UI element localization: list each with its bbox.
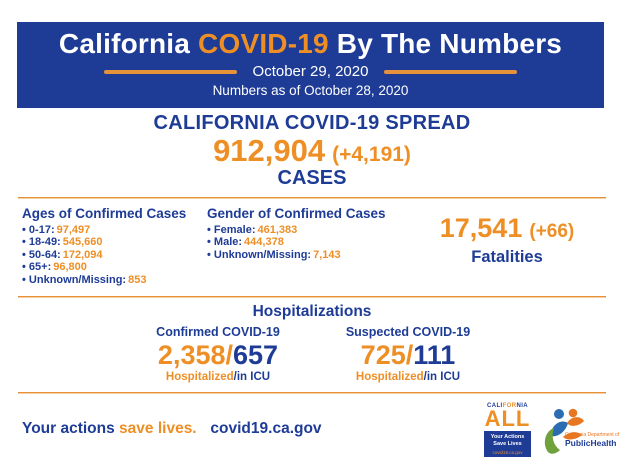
page-title: California COVID-19 By The Numbers bbox=[17, 28, 604, 60]
fatalities-total: 17,541 bbox=[439, 213, 523, 243]
all-wordmark: ALL bbox=[484, 406, 531, 431]
right-rule bbox=[384, 69, 518, 74]
stat-value: 172,094 bbox=[62, 248, 103, 261]
caption-hospitalized: Hospitalized bbox=[355, 371, 424, 384]
fatalities-line: 17,541 (+66) bbox=[408, 213, 606, 244]
hospitalized-count: 725 bbox=[360, 340, 406, 371]
gender-title: Gender of Confirmed Cases bbox=[207, 206, 386, 221]
list-item: Unknown/Missing:7,143 bbox=[207, 249, 399, 261]
slogan-url: covid19.ca.gov bbox=[492, 450, 523, 456]
hospitalized-count: 2,358 bbox=[157, 340, 226, 371]
california-wordmark: CALIFORNIA bbox=[484, 403, 531, 409]
fatalities-section: 17,541 (+66) Fatalities bbox=[408, 213, 606, 267]
stat-value: 97,497 bbox=[56, 224, 91, 236]
ages-section: Ages of Confirmed Cases 0-17:97,497 18-4… bbox=[22, 206, 204, 286]
california-all-logo: CALIFORNIA ALL Your Actions Save Lives c… bbox=[484, 403, 531, 458]
fatalities-delta: (+66) bbox=[529, 221, 575, 242]
cdph-department-text: California Department of bbox=[565, 432, 620, 438]
caption-icu: /in ICU bbox=[423, 371, 461, 384]
cases-line: 912,904 (+4,191) bbox=[0, 134, 624, 169]
slogan-line: Your Actions bbox=[490, 433, 525, 440]
hosp-suspected-numbers: 725/111 bbox=[298, 340, 518, 371]
icu-count: 657 bbox=[233, 340, 279, 371]
stat-value: 853 bbox=[128, 273, 147, 286]
hosp-confirmed-caption: Hospitalized/in ICU bbox=[108, 371, 328, 384]
stat-value: 96,800 bbox=[53, 261, 87, 274]
report-date: October 29, 2020 bbox=[252, 63, 369, 80]
stat-label: Unknown/Missing: bbox=[213, 248, 312, 261]
hosp-confirmed-numbers: 2,358/657 bbox=[108, 340, 328, 371]
divider-top bbox=[18, 197, 606, 199]
caption-icu: /in ICU bbox=[233, 371, 271, 384]
stat-label: 65+: bbox=[28, 261, 52, 274]
fatalities-label: Fatalities bbox=[471, 248, 543, 266]
slash-separator: / bbox=[405, 340, 414, 371]
title-prefix: California bbox=[58, 28, 199, 59]
stat-value: 7,143 bbox=[313, 248, 341, 261]
wordmark-part: NIA bbox=[516, 403, 529, 409]
cases-delta: (+4,191) bbox=[332, 143, 411, 167]
title-suffix: By The Numbers bbox=[328, 28, 563, 59]
ages-list: 0-17:97,497 18-49:545,660 50-64:172,094 … bbox=[22, 224, 204, 286]
footer-url[interactable]: covid19.ca.gov bbox=[210, 420, 322, 437]
caption-hospitalized: Hospitalized bbox=[165, 371, 234, 384]
hospitalizations-title: Hospitalizations bbox=[252, 303, 372, 320]
cases-label: CASES bbox=[277, 167, 347, 190]
hosp-confirmed-column: Confirmed COVID-19 2,358/657 Hospitalize… bbox=[108, 325, 328, 385]
slash-separator: / bbox=[225, 340, 234, 371]
list-item: Female:461,383 bbox=[207, 224, 399, 236]
spread-title: CALIFORNIA COVID-19 SPREAD bbox=[153, 112, 471, 134]
list-item: 18-49:545,660 bbox=[22, 236, 204, 248]
as-of-date: Numbers as of October 28, 2020 bbox=[212, 83, 409, 98]
list-item: Unknown/Missing:853 bbox=[22, 274, 204, 286]
ca-all-slogan-box: Your Actions Save Lives covid19.ca.gov bbox=[484, 430, 531, 458]
footer-tagline: Your actions save lives. bbox=[22, 420, 197, 438]
stat-label: Unknown/Missing: bbox=[28, 273, 127, 286]
hosp-confirmed-header: Confirmed COVID-19 bbox=[156, 325, 280, 339]
icu-count: 111 bbox=[413, 340, 456, 371]
hosp-suspected-header: Suspected COVID-19 bbox=[345, 325, 471, 339]
stat-label: 0-17: bbox=[28, 224, 55, 236]
spread-section: CALIFORNIA COVID-19 SPREAD 912,904 (+4,19… bbox=[0, 112, 624, 190]
stat-value: 461,383 bbox=[257, 224, 298, 236]
divider-bottom bbox=[18, 392, 606, 394]
list-item: 50-64:172,094 bbox=[22, 249, 204, 261]
cdph-logo: California Department of PublicHealth bbox=[541, 406, 623, 460]
title-covid19: COVID-19 bbox=[198, 28, 329, 59]
tagline-blue: Your actions bbox=[22, 420, 120, 437]
gender-section: Gender of Confirmed Cases Female:461,383… bbox=[207, 206, 399, 261]
date-row: October 29, 2020 bbox=[17, 63, 604, 80]
slogan-line: Save Lives bbox=[493, 441, 522, 448]
cdph-name-text: PublicHealth bbox=[565, 438, 617, 448]
ages-title: Ages of Confirmed Cases bbox=[22, 206, 187, 221]
tagline-orange: save lives. bbox=[119, 420, 197, 437]
hosp-suspected-caption: Hospitalized/in ICU bbox=[298, 371, 518, 384]
stat-label: Male: bbox=[213, 236, 243, 249]
header-banner: California COVID-19 By The Numbers Octob… bbox=[17, 22, 604, 108]
hosp-suspected-column: Suspected COVID-19 725/111 Hospitalized/… bbox=[298, 325, 518, 385]
list-item: 65+:96,800 bbox=[22, 261, 204, 273]
list-item: Male:444,378 bbox=[207, 236, 399, 248]
stat-label: 18-49: bbox=[28, 236, 61, 249]
stat-value: 444,378 bbox=[244, 236, 284, 249]
gender-list: Female:461,383 Male:444,378 Unknown/Miss… bbox=[207, 224, 399, 261]
list-item: 0-17:97,497 bbox=[22, 224, 204, 236]
cdph-figures-icon bbox=[544, 408, 584, 454]
wordmark-part: FOR bbox=[502, 403, 517, 409]
stat-label: 50-64: bbox=[28, 248, 61, 261]
stat-label: Female: bbox=[213, 224, 256, 236]
left-rule bbox=[103, 69, 237, 74]
cases-total: 912,904 bbox=[213, 133, 326, 169]
stat-value: 545,660 bbox=[62, 236, 103, 249]
divider-middle bbox=[18, 296, 606, 298]
wordmark-part: CALI bbox=[486, 403, 503, 409]
